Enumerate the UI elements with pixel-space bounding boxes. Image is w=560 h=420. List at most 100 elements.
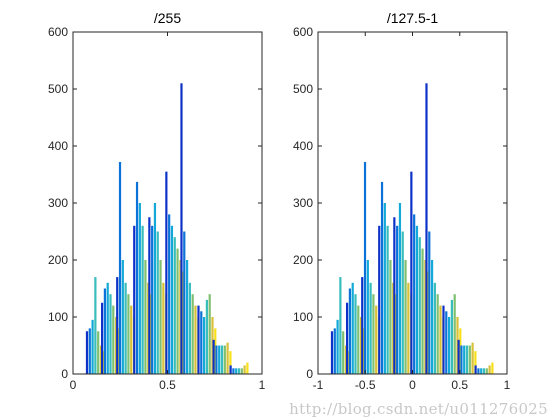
histogram-bar <box>149 294 153 374</box>
histogram-bar <box>457 339 460 374</box>
histogram-bar <box>480 368 483 374</box>
histogram-bar <box>183 231 186 374</box>
histogram-bar <box>191 294 194 374</box>
histogram-bar <box>97 331 100 374</box>
y-tick-label: 300 <box>293 196 313 210</box>
histogram-bar <box>223 345 226 374</box>
histogram-bar <box>148 217 151 374</box>
x-tick-label: 0.5 <box>159 378 176 392</box>
histogram-bar <box>115 317 118 374</box>
histogram-bar <box>127 294 130 374</box>
y-tick-label: 400 <box>48 139 68 153</box>
histogram-bar <box>133 225 136 374</box>
histogram-bar <box>112 305 115 374</box>
y-tick-label: 600 <box>293 25 313 39</box>
histogram-bar <box>415 225 419 374</box>
histogram-bar <box>116 277 119 374</box>
histogram-bar <box>436 294 439 374</box>
x-tick-label: -1 <box>313 378 324 392</box>
histogram-bar <box>88 328 91 374</box>
histogram-bar <box>346 302 349 374</box>
histogram-bar <box>333 328 336 374</box>
histogram-bar <box>392 282 395 374</box>
histogram-bar <box>427 271 430 374</box>
histogram-bar <box>106 282 109 374</box>
histogram-bar <box>208 294 211 374</box>
histogram-bar <box>109 294 112 374</box>
histogram-bar <box>357 305 360 374</box>
histogram-bar <box>421 248 424 374</box>
histogram-bar <box>398 203 402 374</box>
histogram-bar <box>336 319 339 374</box>
histogram-bar <box>410 171 413 374</box>
histogram-bar <box>232 368 235 374</box>
histogram-bar <box>153 203 157 374</box>
histogram-bar <box>363 161 367 374</box>
histogram-bar <box>362 328 365 374</box>
histogram-bar <box>386 225 389 374</box>
histogram-panel-right: /127.5-1 0 100 200 300 400 500 600 -1 -0.5 0 0.5 1 <box>293 10 511 392</box>
histogram-bar <box>173 237 176 374</box>
histogram-bar <box>211 317 214 374</box>
x-tick-label: 0 <box>409 378 416 392</box>
histogram-bar <box>218 345 221 374</box>
histogram-bar <box>237 368 241 374</box>
histogram-bar <box>491 362 494 374</box>
histogram-bar <box>394 294 398 374</box>
histogram-bar <box>243 365 246 374</box>
histogram-bar <box>197 305 200 374</box>
histogram-bar <box>474 365 477 374</box>
histogram-bar <box>235 368 238 374</box>
histogram-bar <box>342 331 345 374</box>
histogram-bar <box>439 305 442 374</box>
histogram-bar <box>130 305 133 374</box>
histogram-bar <box>159 260 162 374</box>
histogram-bar <box>424 260 427 374</box>
histogram-bar <box>351 282 354 374</box>
histogram-bar <box>215 345 218 374</box>
histogram-bar <box>124 282 127 374</box>
histogram-bar <box>205 299 208 374</box>
histogram-bar <box>471 342 474 374</box>
histogram-bar <box>344 345 348 374</box>
x-tick-label: -0.5 <box>355 378 376 392</box>
histogram-bar <box>433 282 436 374</box>
histogram-bar <box>418 237 421 374</box>
histogram-bar <box>460 345 463 374</box>
histogram-bar <box>413 214 416 374</box>
histogram-bar <box>138 203 141 374</box>
histogram-bar <box>347 351 350 374</box>
x-tick-label: 1 <box>504 378 511 392</box>
histogram-bar <box>463 345 466 374</box>
histogram-bar <box>360 317 363 374</box>
histogram-bar <box>165 171 168 374</box>
histogram-bar <box>102 351 105 374</box>
histogram-bar <box>212 339 215 374</box>
histogram-bar <box>214 328 217 374</box>
y-tick-label: 100 <box>293 310 313 324</box>
histogram-bar <box>369 282 372 374</box>
histogram-bar <box>229 351 232 374</box>
histogram-bar <box>354 294 357 374</box>
histogram-bar <box>339 277 342 374</box>
histogram-bar <box>168 214 171 374</box>
histogram-bar <box>141 225 144 374</box>
y-tick-label: 500 <box>48 82 68 96</box>
histogram-bar <box>389 260 392 374</box>
y-tick-label: 100 <box>48 310 68 324</box>
y-tick-label: 0 <box>61 367 68 381</box>
histogram-bar <box>372 294 375 374</box>
histogram-bar <box>361 277 364 374</box>
histogram-bar <box>378 225 381 374</box>
histogram-bar <box>220 345 224 374</box>
histogram-bar <box>144 260 147 374</box>
y-tick-label: 0 <box>306 367 313 381</box>
histogram-bar <box>185 260 189 374</box>
histogram-bar <box>445 311 448 374</box>
histogram-bar <box>456 317 459 374</box>
histogram-bar <box>447 317 451 374</box>
y-tick-label: 600 <box>48 25 68 39</box>
x-tick-label: 0 <box>70 378 77 392</box>
histogram-bar <box>375 305 378 374</box>
chart-title: /127.5-1 <box>387 10 439 26</box>
